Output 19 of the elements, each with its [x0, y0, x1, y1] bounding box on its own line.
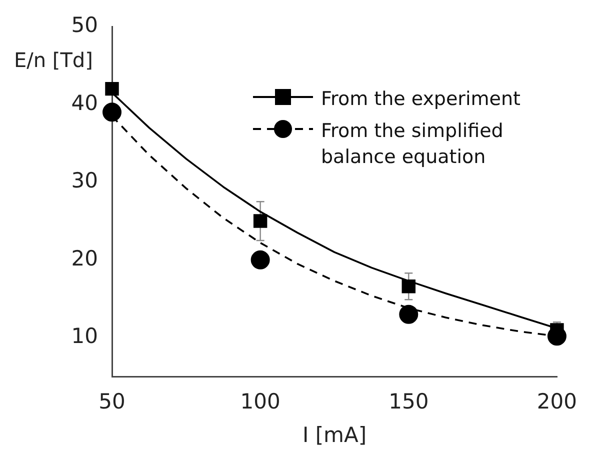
- y-tick-label: 10: [71, 324, 98, 348]
- x-tick-label: 150: [388, 390, 429, 414]
- point: [253, 214, 268, 228]
- y-axis-title: E/n [Td]: [14, 48, 93, 72]
- y-tick-label: 40: [71, 90, 98, 115]
- point: [402, 280, 416, 294]
- point: [250, 250, 270, 270]
- x-axis-title: I [mA]: [302, 422, 367, 447]
- point: [105, 82, 119, 96]
- legend-label: From the simplified balance equation: [321, 119, 504, 170]
- point: [102, 102, 122, 122]
- x-tick-label: 50: [98, 390, 126, 414]
- y-tick-label: 50: [71, 13, 98, 38]
- y-tick-label: 20: [71, 246, 98, 270]
- y-tick-label: 30: [71, 168, 98, 193]
- x-tick-label: 200: [536, 390, 578, 414]
- point: [399, 304, 418, 324]
- legend-label: From the experiment: [321, 87, 520, 112]
- x-tick-label: 100: [240, 390, 280, 414]
